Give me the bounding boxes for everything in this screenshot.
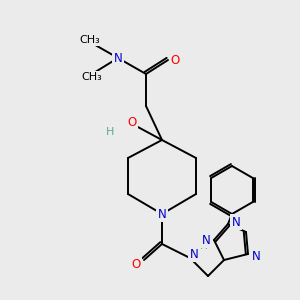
Text: N: N — [114, 52, 122, 64]
Text: N: N — [190, 248, 198, 260]
Text: N: N — [252, 250, 260, 262]
Text: O: O — [170, 53, 180, 67]
Text: H: H — [106, 127, 114, 137]
Text: CH₃: CH₃ — [80, 35, 100, 45]
Text: N: N — [202, 233, 210, 247]
Text: N: N — [158, 208, 166, 220]
Text: H: H — [200, 241, 208, 251]
Text: O: O — [128, 116, 136, 128]
Text: N: N — [232, 215, 240, 229]
Text: O: O — [131, 257, 141, 271]
Text: CH₃: CH₃ — [82, 72, 102, 82]
